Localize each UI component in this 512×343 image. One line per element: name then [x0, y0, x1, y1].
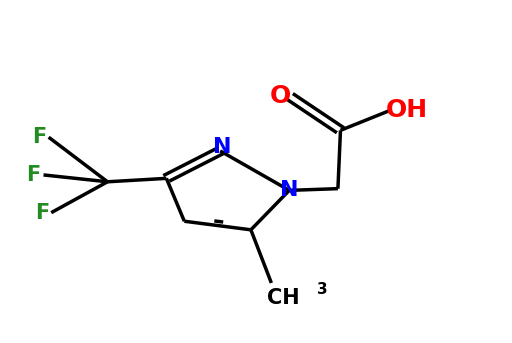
- Text: F: F: [35, 203, 49, 223]
- Text: CH: CH: [267, 288, 300, 308]
- Text: O: O: [269, 84, 291, 108]
- Text: N: N: [214, 138, 232, 157]
- Text: OH: OH: [386, 98, 428, 122]
- Text: F: F: [26, 165, 40, 185]
- Text: 3: 3: [317, 282, 328, 297]
- Text: F: F: [32, 127, 47, 147]
- Text: N: N: [280, 180, 298, 200]
